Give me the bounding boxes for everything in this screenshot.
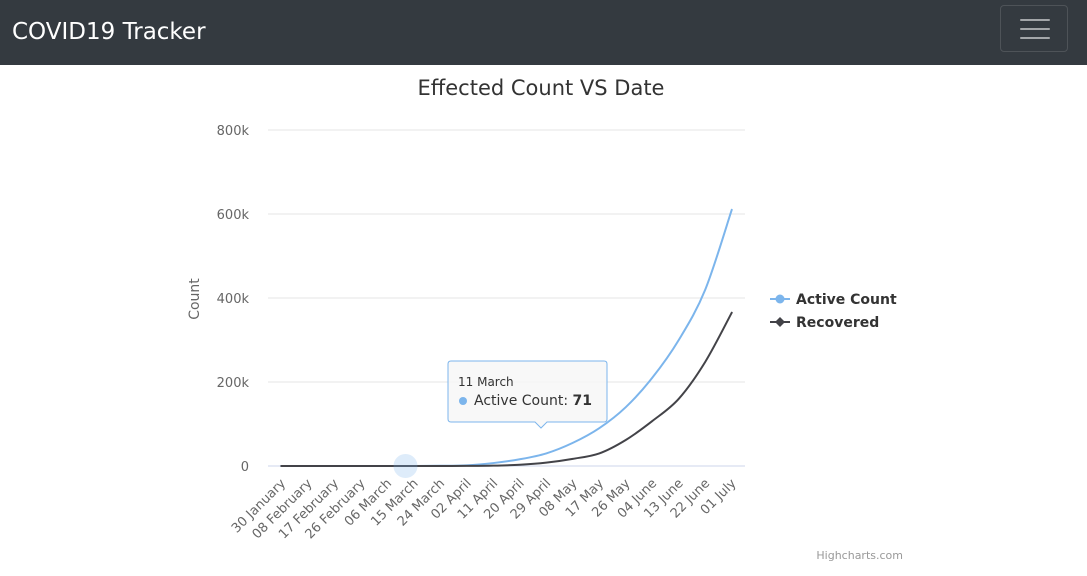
tooltip-series-marker (459, 397, 467, 405)
tooltip-separator: : (563, 393, 572, 409)
y-tick-label: 200k (217, 376, 250, 391)
y-tick-label: 0 (241, 460, 249, 475)
y-axis-ticks: 0 200k 400k 600k 800k (217, 124, 250, 475)
chart-area: Effected Count VS Date 0 200k 400k 600k 800k… (187, 76, 903, 562)
tooltip-series-name: Active Count (474, 393, 564, 409)
tooltip: 11 March Active Count: 71 (447, 360, 608, 429)
legend-label: Active Count (796, 292, 897, 308)
hover-layer (393, 454, 418, 478)
tooltip-box (447, 360, 608, 429)
navbar: COVID19 Tracker (0, 0, 1087, 65)
legend-item-0[interactable]: Active Count (770, 292, 897, 308)
hover-halo (393, 454, 418, 478)
tooltip-line: Active Count: 71 (474, 393, 592, 409)
legend-diamond-marker (775, 317, 785, 327)
legend-circle-marker (775, 294, 785, 304)
legend-label: Recovered (796, 315, 879, 331)
tooltip-date: 11 March (458, 375, 514, 389)
series-line-1[interactable] (280, 311, 733, 467)
y-tick-label: 800k (217, 124, 250, 139)
credits-link[interactable]: Highcharts.com (816, 549, 903, 562)
y-tick-label: 600k (217, 208, 250, 223)
brand-title[interactable]: COVID19 Tracker (12, 19, 206, 45)
tooltip-value: 71 (573, 393, 592, 409)
series-line-0[interactable] (280, 208, 733, 467)
legend-item-1[interactable]: Recovered (770, 315, 879, 331)
chart-title: Effected Count VS Date (418, 76, 665, 100)
y-axis-title: Count (187, 278, 203, 320)
navbar-toggler-button[interactable] (1000, 5, 1068, 52)
legend: Active Count Recovered (770, 292, 897, 331)
y-tick-label: 400k (217, 292, 250, 307)
series-layer (280, 208, 733, 467)
